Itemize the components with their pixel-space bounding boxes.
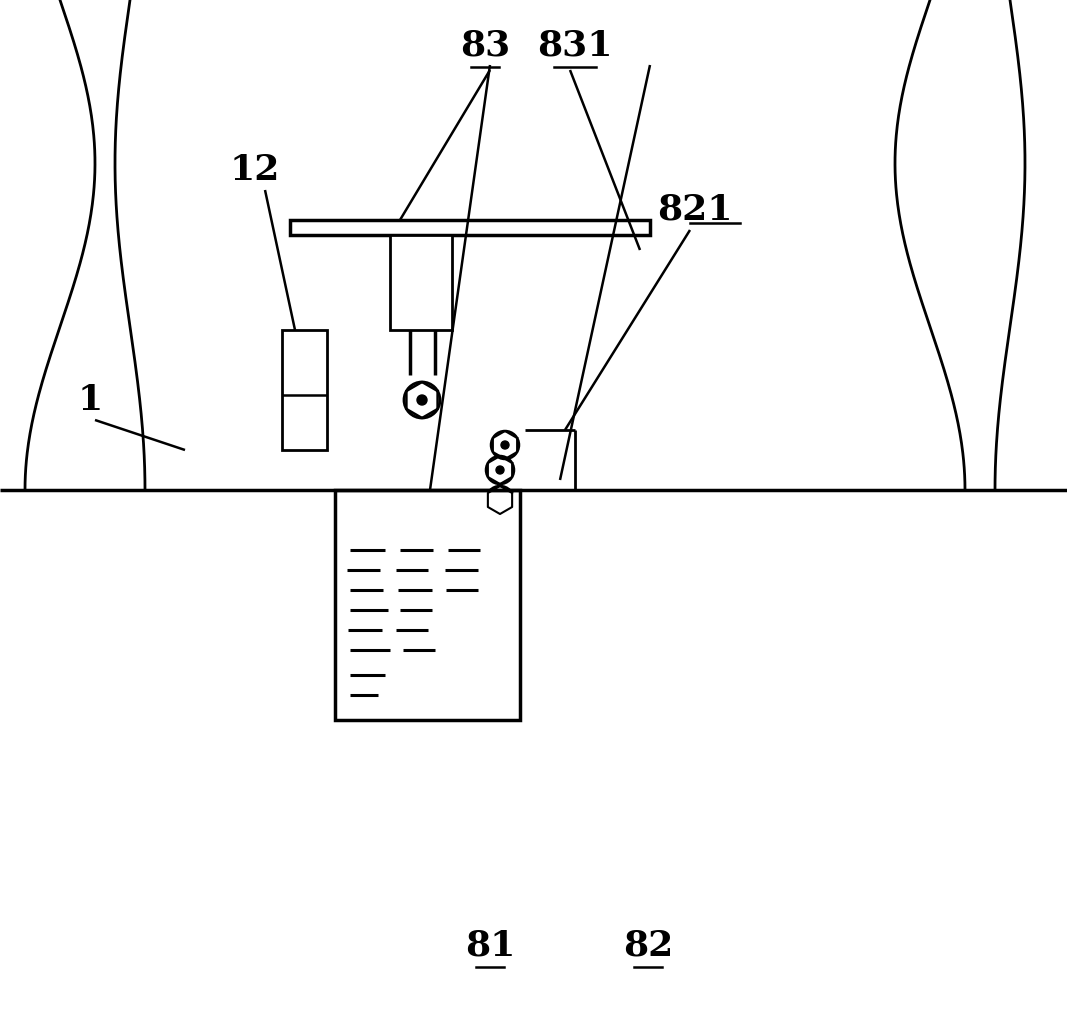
Text: 831: 831 — [538, 28, 612, 62]
Text: 82: 82 — [623, 928, 673, 962]
Circle shape — [496, 466, 504, 474]
Text: 12: 12 — [229, 153, 281, 187]
Bar — [335, 490, 520, 720]
Text: 1: 1 — [78, 383, 102, 417]
Circle shape — [496, 496, 504, 504]
Bar — [282, 330, 327, 450]
Text: 821: 821 — [657, 193, 733, 227]
Circle shape — [417, 395, 427, 405]
Text: 83: 83 — [460, 28, 510, 62]
Circle shape — [501, 441, 509, 449]
Bar — [290, 220, 650, 235]
Text: 81: 81 — [465, 928, 515, 962]
Bar — [391, 235, 452, 330]
